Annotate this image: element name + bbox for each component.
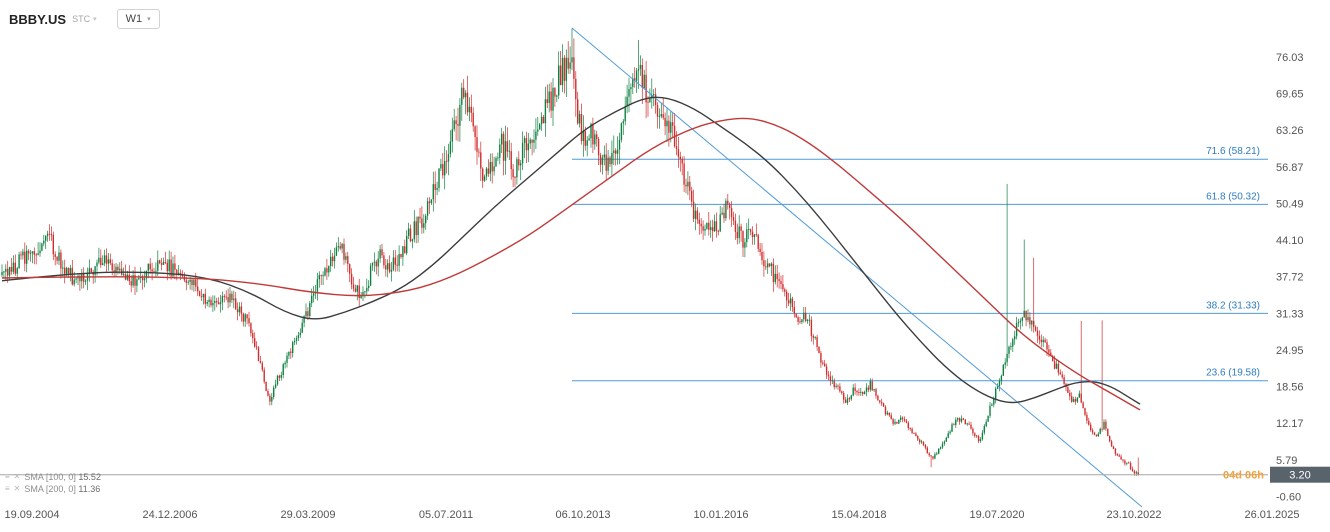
- price-axis-label: 37.72: [1276, 272, 1304, 284]
- legend-row-sma100[interactable]: ≡ ✕ SMA [100, 0] 15.52: [5, 471, 101, 483]
- chart-header: BBBY.US STC ▾ W1 ▾: [9, 9, 160, 29]
- chart-axes: 76.03 69.65 63.26 56.87 50.49 44.10 37.72 31.33…: [4, 52, 1303, 521]
- bar-close-countdown: 04d 06h: [1223, 470, 1264, 482]
- indicator-value: 15.52: [78, 472, 101, 482]
- exchange-label: STC: [72, 14, 91, 24]
- down-candle-wicks: [7, 38, 1139, 476]
- current-price-badge-text: 3.20: [1289, 470, 1310, 482]
- current-price-overlay: 3.20 04d 06h: [0, 466, 1330, 483]
- up-candle-wicks: [1, 28, 1137, 476]
- fib-level-label: 61.8 (50.32): [1206, 191, 1260, 202]
- current-price-badge: [1270, 466, 1330, 483]
- symbol-dropdown-caret-icon[interactable]: ▾: [93, 16, 97, 23]
- up-candle-bodies: [1, 57, 1137, 474]
- price-axis-label: 5.79: [1276, 455, 1297, 467]
- indicator-menu-icon[interactable]: ≡: [5, 472, 10, 481]
- price-axis-label: 18.56: [1276, 382, 1304, 394]
- indicator-remove-icon[interactable]: ✕: [13, 472, 21, 481]
- price-axis-label: 76.03: [1276, 52, 1304, 64]
- fib-level-label: 23.6 (19.58): [1206, 368, 1260, 379]
- fib-level-label: 71.6 (58.21): [1206, 146, 1260, 157]
- price-axis-label: 69.65: [1276, 89, 1304, 101]
- date-axis-label: 10.01.2016: [693, 509, 748, 521]
- date-axis-label: 06.10.2013: [555, 509, 610, 521]
- indicator-menu-icon[interactable]: ≡: [5, 484, 10, 493]
- candle-series: [1, 28, 1139, 476]
- date-axis-label: 05.07.2011: [419, 509, 473, 521]
- indicator-label: SMA [200, 0] 11.36: [24, 484, 101, 494]
- price-axis-label: 50.49: [1276, 199, 1304, 211]
- date-axis-label: 26.01.2025: [1244, 509, 1299, 521]
- date-axis-label: 19.09.2004: [4, 509, 59, 521]
- downtrend-line[interactable]: [571, 27, 1143, 508]
- price-axis-label: 63.26: [1276, 125, 1304, 137]
- date-axis-label: 15.04.2018: [831, 509, 886, 521]
- fib-level-label: 38.2 (31.33): [1206, 300, 1260, 311]
- timeframe-selector[interactable]: W1 ▾: [116, 9, 160, 29]
- timeframe-value: W1: [125, 13, 143, 25]
- date-axis-label: 23.10.2022: [1106, 509, 1161, 521]
- indicator-remove-icon[interactable]: ✕: [13, 484, 21, 493]
- timeframe-caret-icon: ▾: [147, 16, 151, 23]
- price-axis-label: -0.60: [1276, 492, 1301, 504]
- indicator-value: 11.36: [78, 484, 101, 494]
- date-axis-label: 29.03.2009: [280, 509, 335, 521]
- symbol-name[interactable]: BBBY.US: [9, 11, 67, 27]
- price-axis-label: 44.10: [1276, 235, 1304, 247]
- indicator-legend: ≡ ✕ SMA [100, 0] 15.52 ≡ ✕ SMA [200, 0] …: [5, 471, 101, 495]
- sma200-line[interactable]: [1, 117, 1141, 411]
- price-axis-label: 31.33: [1276, 308, 1304, 320]
- date-axis-label: 24.12.2006: [142, 509, 197, 521]
- price-axis-label: 24.95: [1276, 345, 1304, 357]
- fibonacci-retracement-levels: 71.6 (58.21) 61.8 (50.32) 38.2 (31.33) 23.6…: [572, 146, 1268, 382]
- legend-row-sma200[interactable]: ≡ ✕ SMA [200, 0] 11.36: [5, 483, 101, 495]
- moving-average-lines: [1, 27, 1143, 508]
- down-candle-bodies: [7, 57, 1139, 476]
- sma100-line[interactable]: [1, 96, 1141, 405]
- indicator-label: SMA [100, 0] 15.52: [24, 472, 101, 482]
- price-axis-label: 12.17: [1276, 418, 1304, 430]
- price-axis-label: 56.87: [1276, 162, 1304, 174]
- date-axis-label: 19.07.2020: [969, 509, 1024, 521]
